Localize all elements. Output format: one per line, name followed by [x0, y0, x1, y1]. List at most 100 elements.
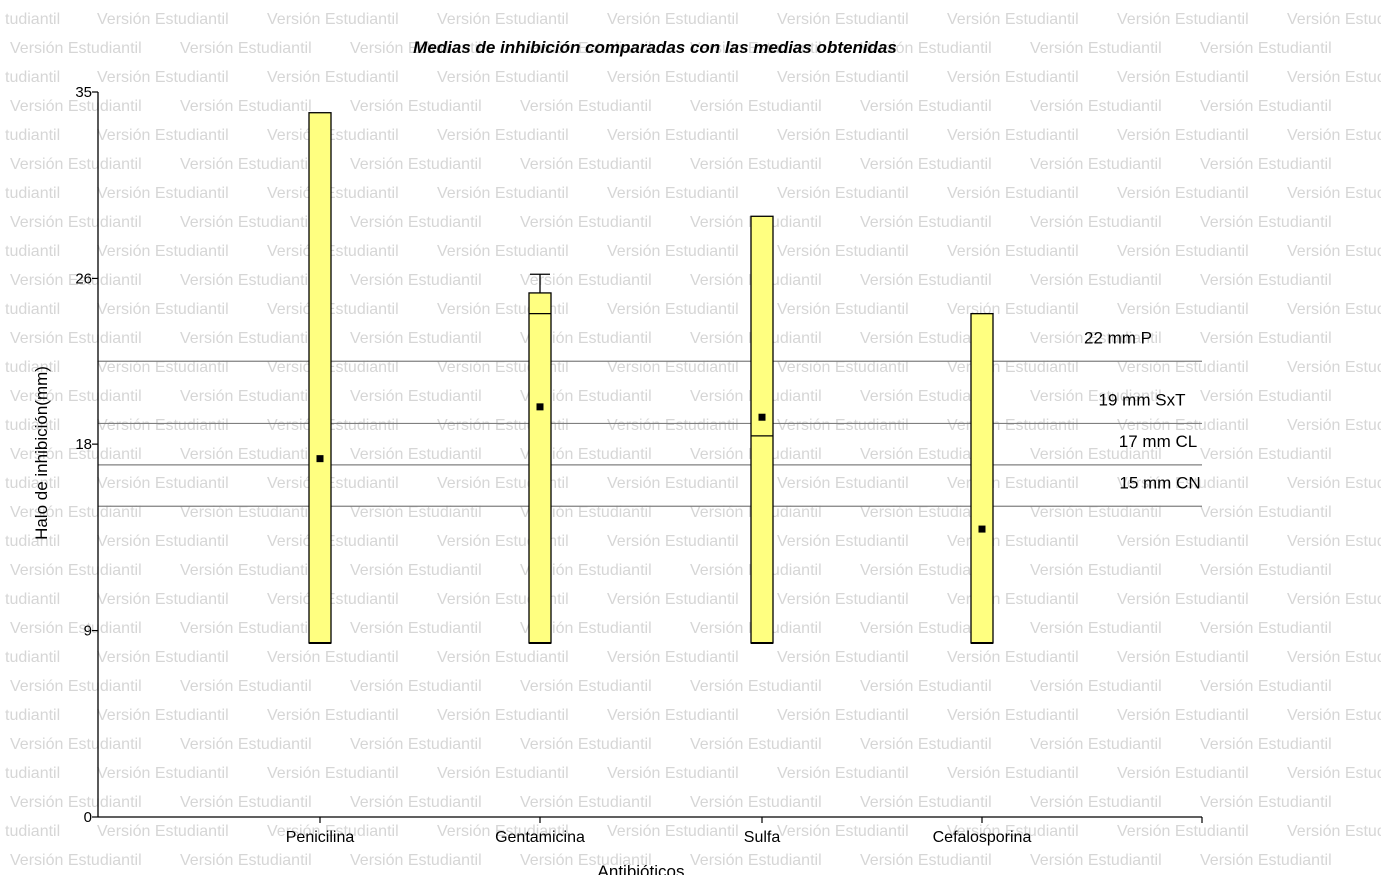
watermark-text: Versión Estudiantil [1117, 707, 1249, 724]
mean-marker [978, 525, 986, 533]
watermark-text: Versión Estudiantil [1030, 794, 1162, 811]
watermark-text: Versión Estudiantil [607, 301, 739, 318]
watermark-text: Versión Estudiantil [180, 156, 312, 173]
box [528, 292, 552, 644]
chart-title: Medias de inhibición comparadas con las … [413, 38, 897, 57]
y-tick-label: 26 [75, 270, 92, 287]
watermark-text: Versión Estudiantil [97, 649, 229, 666]
watermark-text: tudiantil [5, 11, 60, 28]
x-tick-label: Gentamicina [495, 829, 585, 846]
watermark-text: tudiantil [5, 243, 60, 260]
watermark-text: Versión Estudiantil [520, 446, 652, 463]
watermark-text: Versión Estudiantil [1117, 243, 1249, 260]
watermark-text: tudiantil [5, 359, 60, 376]
watermark-text: tudiantil [5, 69, 60, 86]
watermark-text: Versión Estudiantil [1287, 359, 1381, 376]
watermark-text: Versión Estudiantil [860, 446, 992, 463]
watermark-text: Versión Estudiantil [860, 156, 992, 173]
y-tick-label: 0 [84, 809, 92, 826]
watermark-text: Versión Estudiantil [180, 678, 312, 695]
watermark-text: Versión Estudiantil [267, 417, 399, 434]
watermark-text: Versión Estudiantil [1030, 736, 1162, 753]
watermark-text: Versión Estudiantil [520, 620, 652, 637]
watermark-text: Versión Estudiantil [607, 649, 739, 666]
watermark-text: Versión Estudiantil [267, 475, 399, 492]
watermark-text: Versión Estudiantil [520, 678, 652, 695]
watermark-text: Versión Estudiantil [1287, 69, 1381, 86]
watermark-text: Versión Estudiantil [10, 852, 142, 869]
y-tick-label: 35 [75, 84, 92, 101]
watermark-text: tudiantil [5, 185, 60, 202]
watermark-text: Versión Estudiantil [520, 156, 652, 173]
watermark-text: Versión Estudiantil [1287, 417, 1381, 434]
watermark-text: Versión Estudiantil [690, 736, 822, 753]
watermark-text: Versión Estudiantil [520, 98, 652, 115]
watermark-text: Versión Estudiantil [607, 765, 739, 782]
watermark-text: Versión Estudiantil [180, 98, 312, 115]
watermark-text: Versión Estudiantil [97, 765, 229, 782]
watermark-text: Versión Estudiantil [437, 11, 569, 28]
watermark-text: Versión Estudiantil [520, 562, 652, 579]
watermark-text: Versión Estudiantil [1117, 823, 1249, 840]
watermark-text: Versión Estudiantil [180, 388, 312, 405]
watermark-text: Versión Estudiantil [947, 823, 1079, 840]
x-tick-label: Penicilina [286, 829, 355, 846]
watermark-text: Versión Estudiantil [1030, 156, 1162, 173]
watermark-text: Versión Estudiantil [607, 127, 739, 144]
watermark-text: Versión Estudiantil [607, 243, 739, 260]
watermark-text: Versión Estudiantil [777, 533, 909, 550]
watermark-text: Versión Estudiantil [1117, 417, 1249, 434]
watermark-text: Versión Estudiantil [947, 533, 1079, 550]
x-axis-title: Antibióticos [598, 862, 685, 875]
watermark-text: Versión Estudiantil [267, 649, 399, 666]
watermark-text: Versión Estudiantil [10, 330, 142, 347]
watermark-text: Versión Estudiantil [10, 40, 142, 57]
watermark-text: Versión Estudiantil [607, 69, 739, 86]
watermark-text: Versión Estudiantil [1287, 11, 1381, 28]
watermark-text: Versión Estudiantil [180, 794, 312, 811]
watermark-text: Versión Estudiantil [947, 765, 1079, 782]
watermark-text: Versión Estudiantil [690, 852, 822, 869]
boxes [308, 112, 994, 644]
x-tick-label: Sulfa [744, 829, 781, 846]
watermark-text: Versión Estudiantil [1117, 359, 1249, 376]
x-tick-label: Cefalosporina [933, 829, 1032, 846]
watermark-text: Versión Estudiantil [1287, 533, 1381, 550]
watermark-text: Versión Estudiantil [1287, 301, 1381, 318]
watermark-text: Versión Estudiantil [1030, 330, 1162, 347]
watermark-text: Versión Estudiantil [180, 330, 312, 347]
watermark-text: Versión Estudiantil [267, 127, 399, 144]
box [750, 215, 774, 644]
watermark-text: Versión Estudiantil [860, 388, 992, 405]
watermark-text: Versión Estudiantil [1117, 765, 1249, 782]
watermark-text: Versión Estudiantil [267, 823, 399, 840]
watermark-text: Versión Estudiantil [180, 446, 312, 463]
watermark-text: Versión Estudiantil [1287, 765, 1381, 782]
watermark-text: Versión Estudiantil [860, 98, 992, 115]
watermark-text: Versión Estudiantil [860, 794, 992, 811]
watermark-text: Versión Estudiantil [10, 446, 142, 463]
watermark-text: Versión Estudiantil [947, 301, 1079, 318]
watermark-text: Versión Estudiantil [690, 98, 822, 115]
watermark-text: Versión Estudiantil [860, 562, 992, 579]
watermark-text: Versión Estudiantil [520, 388, 652, 405]
watermark-text: tudiantil [5, 417, 60, 434]
watermark-text: Versión Estudiantil [520, 794, 652, 811]
watermark-text: Versión Estudiantil [860, 504, 992, 521]
watermark-text: Versión Estudiantil [777, 301, 909, 318]
watermark-text: Versión Estudiantil [1117, 591, 1249, 608]
watermark-text: Versión Estudiantil [1030, 214, 1162, 231]
y-tick-label: 18 [75, 436, 92, 453]
watermark-text: Versión Estudiantil [1200, 794, 1332, 811]
watermark-text: Versión Estudiantil [350, 620, 482, 637]
watermark-text: Versión Estudiantil [947, 707, 1079, 724]
watermark-text: Versión Estudiantil [1287, 127, 1381, 144]
watermark-text: Versión Estudiantil [1200, 852, 1332, 869]
watermark-text: Versión Estudiantil [1117, 11, 1249, 28]
watermark-text: tudiantil [5, 475, 60, 492]
watermark-text: Versión Estudiantil [1287, 185, 1381, 202]
watermark-text: Versión Estudiantil [607, 359, 739, 376]
watermark-text: Versión Estudiantil [267, 533, 399, 550]
watermark-text: Versión Estudiantil [267, 591, 399, 608]
